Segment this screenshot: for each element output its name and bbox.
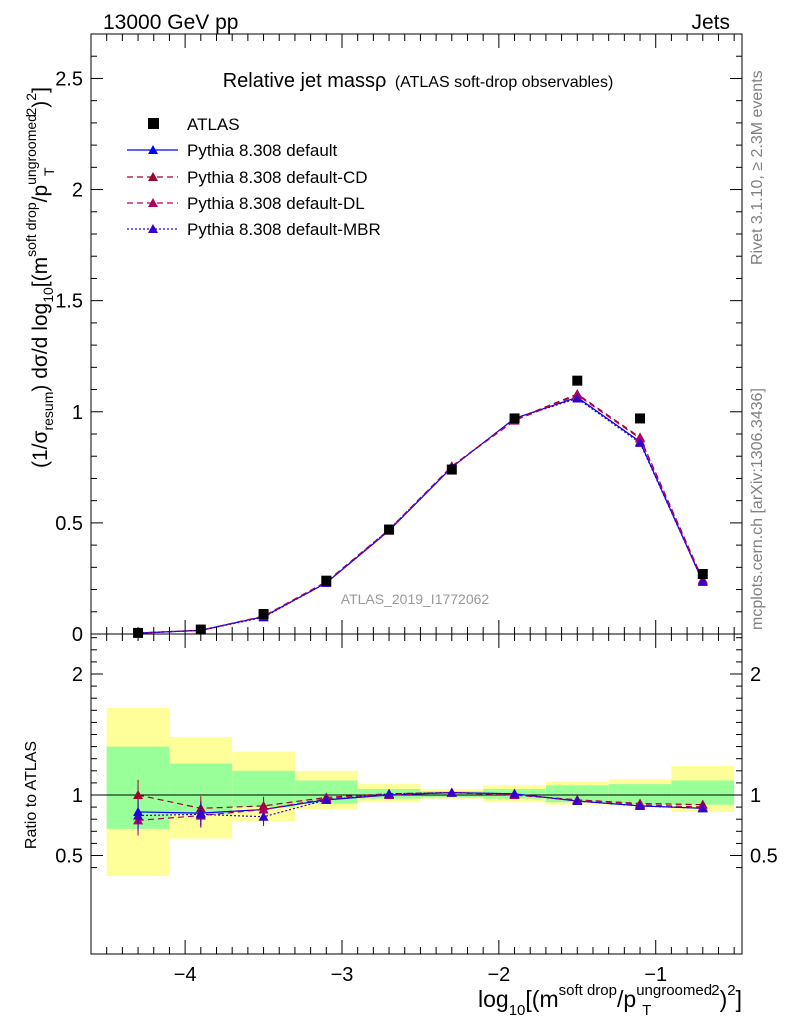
data-point-5 — [446, 464, 457, 475]
jets-label: Jets — [691, 11, 730, 34]
ratio-panel: 0.5 0.5 1 1 2 2 −4 −3 −2 −1 Ratio to ATLAS log10… — [23, 633, 778, 1019]
ratio-point-4-6 — [509, 788, 520, 798]
ratio-y-tick-label-left: 2 — [72, 664, 83, 686]
series-line-4 — [138, 397, 704, 634]
data-point-4 — [384, 524, 395, 535]
energy-label: 13000 GeV pp — [103, 11, 238, 34]
data-point-9 — [697, 569, 708, 579]
x-tick-label: −2 — [487, 964, 510, 986]
rivet-version-label: Rivet 3.1.10, ≥ 2.3M events — [749, 70, 766, 265]
main-y-tick-label: 1 — [72, 402, 83, 424]
main-plot-marks — [133, 375, 708, 638]
main-title-subtext: (ATLAS soft-drop observables) — [395, 74, 613, 91]
ratio-plot-marks — [133, 779, 708, 836]
data-point-6 — [509, 413, 520, 424]
ratio-line-4 — [138, 791, 703, 818]
ratio-point-4-0 — [133, 810, 144, 820]
mc-point-4-9 — [697, 576, 708, 586]
analysis-id-label: ATLAS_2019_I1772062 — [341, 591, 490, 607]
legend-marker-2 — [148, 172, 158, 181]
data-point-7 — [572, 375, 583, 386]
x-tick-label: −3 — [331, 964, 354, 986]
ratio-y-tick-label-left: 0.5 — [55, 846, 83, 868]
ratio-point-4-7 — [572, 796, 583, 806]
band-inner-8 — [608, 784, 672, 805]
ratio-y-axis: 0.5 0.5 1 1 2 2 — [55, 637, 778, 869]
legend-marker-3 — [148, 198, 158, 207]
ratio-line-3 — [138, 791, 703, 822]
data-point-2 — [258, 609, 269, 619]
ratio-point-2-0 — [133, 790, 144, 799]
ratio-y-axis-label: Ratio to ATLAS — [23, 741, 40, 849]
svg-text:(1/σresum) dσ/d log10[(msoft d: (1/σresum) dσ/d log10[(msoft drop/pungro… — [23, 87, 57, 468]
ratio-point-4-8 — [635, 800, 646, 810]
main-title: Relative jet massρ (ATLAS soft-drop obse… — [223, 70, 614, 92]
ratio-point-4-1 — [195, 809, 206, 819]
ratio-panel-frame — [90, 633, 743, 955]
ratio-y-tick-label-left: 1 — [72, 785, 83, 807]
ratio-point-4-5 — [446, 787, 457, 797]
legend-marker-4 — [148, 224, 158, 233]
mc-point-4-7 — [572, 393, 583, 403]
legend-marker-data — [148, 118, 159, 129]
ratio-y-tick-label-right: 0.5 — [750, 846, 778, 868]
legend-label-1: Pythia 8.308 default — [187, 141, 338, 160]
band-inner-7 — [545, 785, 609, 803]
legend-label-0: ATLAS — [187, 115, 240, 134]
mc-point-4-8 — [635, 437, 646, 447]
mcplots-reference-label: mcplots.cern.ch [arXiv:1306.3436] — [749, 388, 766, 630]
legend-label-3: Pythia 8.308 default-DL — [187, 194, 365, 213]
legend-label-2: Pythia 8.308 default-CD — [187, 168, 368, 187]
legend-label-4: Pythia 8.308 default-MBR — [187, 220, 381, 239]
main-y-axis: 0 0.5 1 1.5 2 2.5 — [55, 33, 742, 646]
ratio-point-4-3 — [321, 794, 332, 804]
ratio-y-tick-label-right: 2 — [750, 664, 761, 686]
legend: ATLAS Pythia 8.308 default Pythia 8.308 de… — [127, 115, 381, 239]
data-point-8 — [635, 413, 646, 424]
main-y-tick-label: 1.5 — [55, 291, 83, 313]
main-y-tick-label: 2 — [72, 180, 83, 202]
legend-marker-1 — [148, 145, 158, 154]
data-point-3 — [321, 575, 332, 586]
main-y-tick-label: 0 — [72, 624, 83, 646]
ratio-x-axis: −4 −3 −2 −1 — [106, 634, 735, 986]
x-axis-label: log10[(msoft drop/pungroomed T2)2] — [478, 982, 742, 1019]
ratio-point-4-4 — [384, 788, 395, 798]
main-title-text: Relative jet massρ — [223, 70, 387, 92]
main-y-tick-label: 2.5 — [55, 68, 83, 90]
main-y-tick-label: 0.5 — [55, 513, 83, 535]
ratio-uncertainty-bands — [106, 707, 735, 877]
x-tick-label: −4 — [174, 964, 197, 986]
ratio-y-tick-label-right: 1 — [750, 785, 761, 807]
x-tick-label: −1 — [644, 964, 667, 986]
main-x-ticks — [106, 34, 735, 634]
main-panel: 0 0.5 1 1.5 2 2.5 Relative jet massρ (ATLAS s… — [23, 33, 743, 646]
main-y-axis-label: (1/σresum) dσ/d log10[(msoft drop/pungro… — [23, 87, 57, 468]
ratio-point-4-2 — [258, 811, 269, 821]
ratio-point-4-9 — [697, 803, 708, 813]
